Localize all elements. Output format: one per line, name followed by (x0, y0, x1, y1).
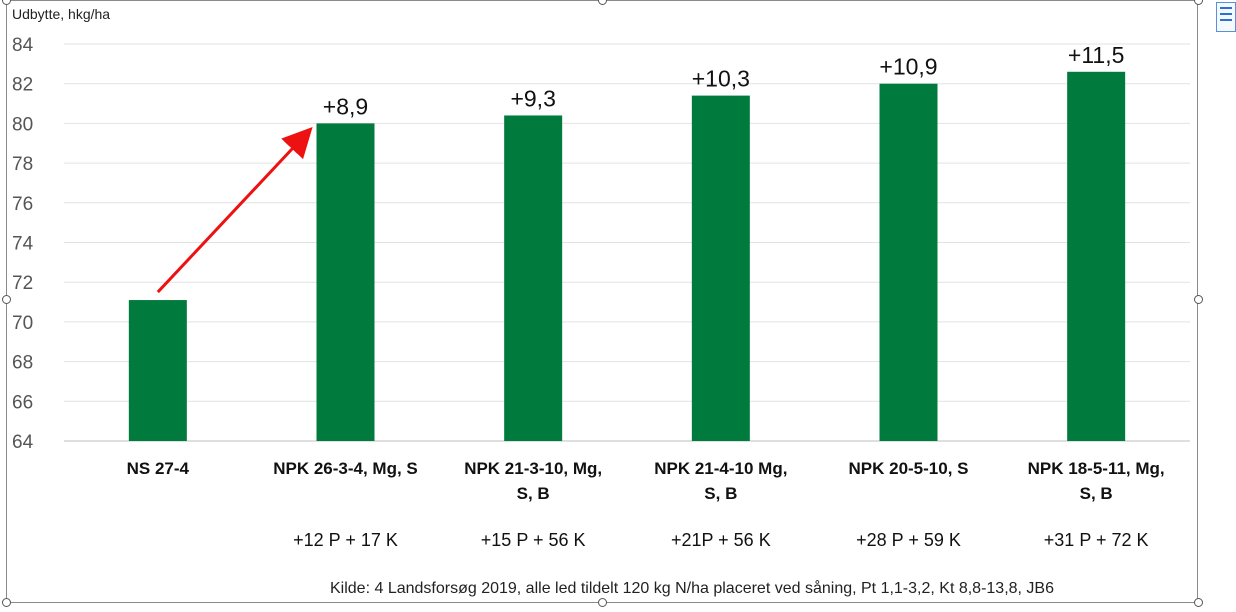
increase-arrow (156, 127, 313, 294)
bar (1067, 71, 1126, 441)
x-tick-label: S, B (1080, 484, 1113, 503)
y-tick-label: 82 (12, 75, 33, 96)
data-label: +8,9 (323, 93, 368, 119)
data-label: +10,9 (879, 54, 937, 80)
x-tick-label: S, B (517, 484, 550, 503)
resize-handle-bottom-right[interactable] (1194, 598, 1203, 607)
x-sublabel: +12 P + 17 K (293, 530, 398, 550)
bar (316, 123, 375, 442)
y-tick-label: 64 (12, 432, 34, 453)
x-tick-label: NPK 26-3-4, Mg, S (273, 459, 418, 478)
resize-handle-top-right[interactable] (1194, 0, 1203, 5)
y-axis-title: Udbytte, hkg/ha (12, 6, 111, 22)
source-note: Kilde: 4 Landsforsøg 2019, alle led tild… (330, 580, 1054, 597)
y-tick-label: 84 (12, 35, 34, 56)
x-tick-label: NPK 21-4-10 Mg, (654, 459, 787, 478)
x-sublabel: +21P + 56 K (671, 530, 771, 550)
bar (879, 83, 938, 441)
x-tick-label: NPK 18-5-11, Mg, (1028, 459, 1165, 478)
y-tick-label: 70 (12, 313, 33, 334)
bar (691, 95, 750, 442)
resize-handle-top-left[interactable] (2, 0, 11, 5)
data-label: +10,3 (692, 66, 750, 92)
data-label: +9,3 (510, 85, 555, 111)
bar (128, 300, 187, 441)
y-tick-label: 72 (12, 273, 33, 294)
y-tick-label: 74 (12, 234, 34, 255)
x-sublabel: +15 P + 56 K (481, 530, 586, 550)
resize-handle-middle-left[interactable] (2, 295, 11, 304)
y-tick-label: 68 (12, 353, 33, 374)
y-tick-label: 78 (12, 154, 33, 175)
x-sublabel: +28 P + 59 K (856, 530, 961, 550)
data-label: +11,5 (1068, 42, 1125, 68)
x-tick-label: S, B (704, 484, 737, 503)
layout-options-icon[interactable] (1216, 2, 1236, 32)
x-sublabel: +31 P + 72 K (1044, 530, 1149, 550)
y-tick-label: 80 (12, 114, 33, 135)
bar (504, 115, 563, 442)
resize-handle-bottom-left[interactable] (2, 598, 11, 607)
x-tick-label: NS 27-4 (127, 459, 190, 478)
x-tick-label: NPK 20-5-10, S (849, 459, 969, 478)
resize-handle-middle-right[interactable] (1194, 295, 1203, 304)
y-tick-label: 76 (12, 194, 33, 215)
x-tick-label: NPK 21-3-10, Mg, (464, 459, 602, 478)
y-tick-label: 66 (12, 392, 33, 413)
resize-handle-top-center[interactable] (598, 0, 607, 5)
resize-handle-bottom-center[interactable] (598, 598, 607, 607)
